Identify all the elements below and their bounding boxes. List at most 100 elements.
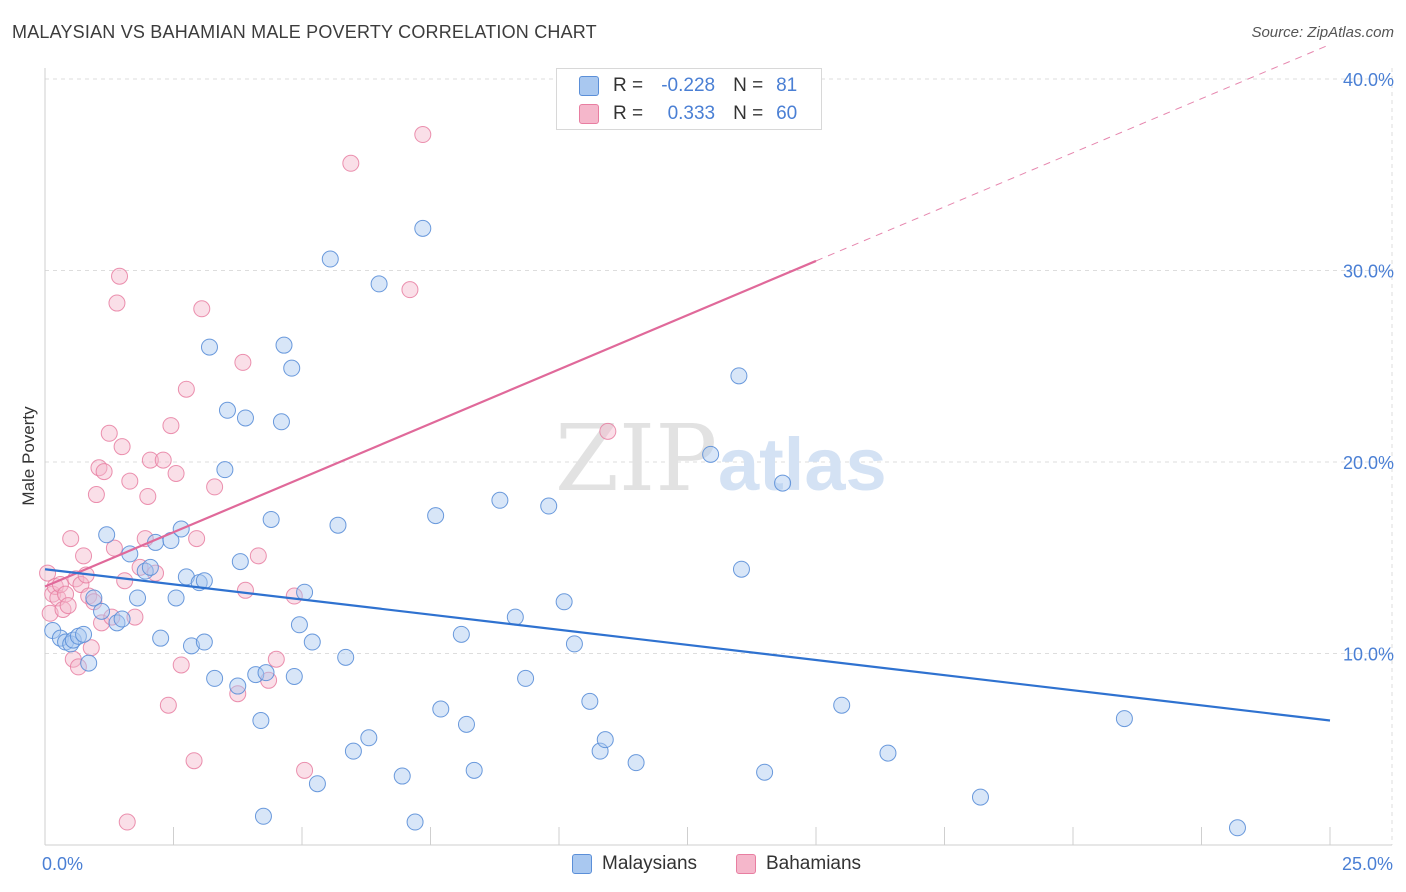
legend-label-bahamians: Bahamians bbox=[766, 853, 862, 874]
malaysian-point bbox=[283, 359, 301, 377]
malaysian-point bbox=[152, 629, 170, 647]
series-legend-bahamians: Bahamians bbox=[736, 851, 861, 877]
x-tick-label: 25.0% bbox=[1342, 854, 1393, 874]
malaysian-point bbox=[85, 589, 103, 607]
malaysian-point bbox=[427, 507, 445, 525]
y-tick-label: 20.0% bbox=[1343, 453, 1394, 473]
malaysian-point bbox=[195, 633, 213, 651]
malaysian-point bbox=[833, 696, 851, 714]
bahamian-point bbox=[159, 696, 177, 714]
bahamian-point bbox=[249, 547, 267, 565]
malaysian-point bbox=[581, 692, 599, 710]
bahamian-point bbox=[69, 658, 87, 676]
malaysian-point bbox=[774, 474, 792, 492]
malaysian-point bbox=[596, 731, 614, 749]
bahamian-point bbox=[236, 581, 254, 599]
bahamian-point bbox=[401, 281, 419, 299]
bahamian-point bbox=[62, 530, 80, 548]
bahamian-point bbox=[162, 417, 180, 435]
legend-n-label: N = bbox=[733, 103, 764, 124]
malaysian-point bbox=[98, 526, 116, 544]
malaysian-point bbox=[93, 602, 111, 620]
grid-lines bbox=[45, 68, 1393, 845]
malaysian-point bbox=[275, 336, 293, 354]
bahamian-point bbox=[126, 608, 144, 626]
legend-swatch-blue bbox=[572, 854, 592, 874]
malaysian-point bbox=[730, 367, 748, 385]
malaysian-point bbox=[1228, 819, 1246, 837]
legend-r-value: -0.228 bbox=[661, 75, 716, 96]
malaysian-point bbox=[252, 712, 270, 730]
bahamian-point bbox=[167, 464, 185, 482]
malaysian-point bbox=[200, 338, 218, 356]
legend-row-malaysians: R = -0.228 N = 81 bbox=[579, 73, 797, 99]
legend-swatch-blue bbox=[579, 76, 599, 96]
malaysian-point bbox=[457, 715, 475, 733]
malaysian-point bbox=[285, 667, 303, 685]
malaysian-point bbox=[879, 744, 897, 762]
bahamian-point bbox=[206, 478, 224, 496]
malaysian-point bbox=[370, 275, 388, 293]
malaysian-point bbox=[75, 625, 93, 643]
stats-legend: R = -0.228 N = 81 R = 0.333 N = 60 bbox=[556, 68, 822, 130]
malaysian-point bbox=[141, 558, 159, 576]
watermark-atlas: atlas bbox=[718, 423, 887, 506]
malaysian-point bbox=[360, 729, 378, 747]
malaysian-point bbox=[465, 761, 483, 779]
series-legend-malaysians: Malaysians bbox=[572, 851, 697, 877]
malaysian-point bbox=[216, 461, 234, 479]
malaysian-point bbox=[702, 445, 720, 463]
bahamian-point bbox=[267, 650, 285, 668]
malaysian-point bbox=[206, 669, 224, 687]
bahamian-point bbox=[193, 300, 211, 318]
malaysians-points bbox=[44, 219, 1246, 837]
chart-title: MALAYSIAN VS BAHAMIAN MALE POVERTY CORRE… bbox=[12, 22, 597, 42]
bahamian-point bbox=[41, 604, 59, 622]
bahamian-point bbox=[185, 752, 203, 770]
y-axis-title: Male Poverty bbox=[19, 406, 38, 506]
bahamian-point bbox=[172, 656, 190, 674]
bahamian-point bbox=[100, 424, 118, 442]
legend-r-value: 0.333 bbox=[667, 103, 716, 124]
bahamian-point bbox=[118, 813, 136, 831]
watermark-zip: ZIP bbox=[555, 405, 717, 512]
malaysian-point bbox=[308, 775, 326, 793]
bahamian-point bbox=[59, 597, 77, 615]
malaysian-point bbox=[627, 754, 645, 772]
malaysian-point bbox=[113, 610, 131, 628]
malaysian-point bbox=[80, 654, 98, 672]
axes bbox=[44, 68, 1392, 846]
legend-swatch-pink bbox=[579, 104, 599, 124]
malaysian-point bbox=[414, 219, 432, 237]
legend-row-bahamians: R = 0.333 N = 60 bbox=[579, 101, 797, 127]
malaysian-point bbox=[565, 635, 583, 653]
malaysian-point bbox=[262, 510, 280, 528]
malaysian-point bbox=[517, 669, 535, 687]
malaysian-point bbox=[129, 589, 147, 607]
malaysian-point bbox=[257, 664, 275, 682]
malaysian-point bbox=[329, 516, 347, 534]
legend-r-label: R = bbox=[613, 103, 644, 124]
malaysian-point bbox=[491, 491, 509, 509]
bahamians-trend-line bbox=[44, 259, 817, 588]
bahamian-point bbox=[75, 547, 93, 565]
y-tick-label: 40.0% bbox=[1343, 70, 1394, 90]
malaysian-point bbox=[290, 616, 308, 634]
malaysian-point bbox=[555, 593, 573, 611]
y-tick-label: 10.0% bbox=[1343, 645, 1394, 665]
bahamian-point bbox=[121, 472, 139, 490]
bahamian-point bbox=[111, 267, 129, 285]
legend-n-value: 81 bbox=[776, 75, 798, 96]
malaysian-point bbox=[432, 700, 450, 718]
malaysian-point bbox=[393, 767, 411, 785]
malaysian-point bbox=[1115, 710, 1133, 728]
y-tick-label: 30.0% bbox=[1343, 262, 1394, 282]
malaysian-point bbox=[971, 788, 989, 806]
bahamians-trend-extension bbox=[815, 44, 1331, 262]
malaysian-point bbox=[182, 637, 200, 655]
legend-swatch-pink bbox=[736, 854, 756, 874]
malaysian-point bbox=[231, 553, 249, 571]
bahamian-point bbox=[599, 422, 617, 440]
malaysian-point bbox=[247, 666, 265, 684]
